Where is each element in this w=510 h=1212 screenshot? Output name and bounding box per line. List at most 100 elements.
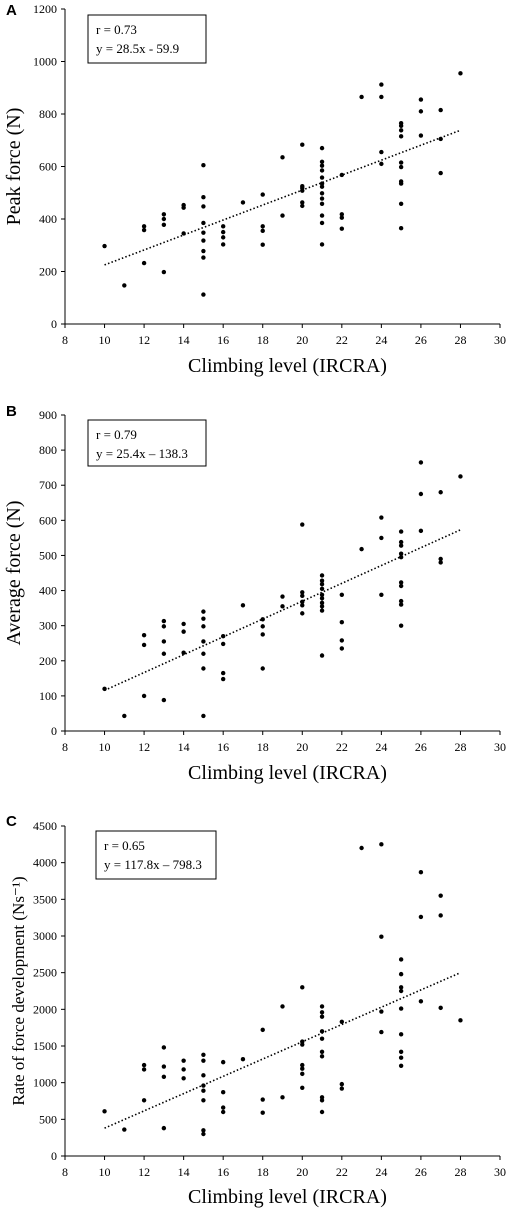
data-point: [379, 592, 384, 597]
data-point: [181, 1067, 186, 1072]
y-axis-title: Peak force (N): [3, 108, 25, 226]
data-point: [319, 1095, 325, 1100]
data-point: [379, 535, 384, 541]
data-point: [260, 632, 265, 637]
x-axis-title: Climbing level (IRCRA): [188, 762, 387, 784]
y-tick-label: 1500: [33, 1039, 57, 1053]
x-tick-label: 28: [454, 1165, 466, 1179]
x-tick-label: 20: [296, 740, 308, 754]
data-point: [102, 243, 107, 249]
data-point: [260, 1110, 265, 1115]
data-point: [220, 224, 226, 229]
data-point: [300, 1062, 305, 1068]
data-point: [161, 1074, 167, 1080]
data-point: [319, 1049, 325, 1055]
data-point: [102, 686, 107, 692]
annotation-equation: y = 117.8x – 798.3: [104, 857, 202, 872]
data-point: [300, 1039, 305, 1044]
x-tick-label: 14: [178, 740, 190, 754]
data-point: [319, 604, 325, 609]
data-point: [181, 202, 186, 208]
data-point: [438, 893, 443, 898]
x-tick-label: 30: [494, 1165, 506, 1179]
y-tick-label: 700: [39, 478, 57, 492]
panel-label: C: [6, 813, 17, 830]
data-point: [319, 573, 325, 578]
data-point: [398, 602, 404, 607]
data-point: [181, 1076, 186, 1081]
data-point: [161, 1045, 167, 1050]
data-point: [458, 474, 463, 479]
data-point: [300, 603, 305, 608]
data-point: [201, 1128, 206, 1133]
data-point: [418, 528, 424, 534]
data-point: [201, 162, 206, 168]
data-point: [398, 580, 404, 585]
data-point: [438, 1005, 443, 1011]
data-point: [141, 1098, 147, 1103]
data-point: [319, 1036, 325, 1041]
data-point: [339, 212, 345, 217]
y-tick-label: 3500: [33, 892, 57, 906]
data-point: [201, 609, 206, 614]
data-point: [339, 226, 345, 231]
data-point: [280, 155, 285, 160]
x-tick-label: 20: [296, 333, 308, 347]
data-point: [398, 1006, 404, 1011]
data-point: [201, 238, 206, 243]
data-point: [319, 159, 325, 164]
data-point: [220, 634, 226, 639]
data-point: [102, 1109, 107, 1114]
data-point: [280, 594, 285, 599]
data-point: [319, 184, 325, 189]
data-point: [161, 624, 167, 629]
data-point: [122, 713, 127, 719]
data-point: [319, 653, 325, 658]
data-point: [398, 134, 404, 139]
y-tick-label: 200: [39, 265, 57, 279]
data-point: [339, 638, 345, 643]
data-point: [319, 1004, 325, 1009]
data-point: [339, 1081, 345, 1087]
data-point: [379, 842, 384, 847]
x-tick-label: 12: [138, 740, 150, 754]
x-tick-label: 24: [375, 1165, 387, 1179]
data-point: [201, 666, 206, 671]
data-point: [398, 120, 404, 126]
data-point: [240, 1057, 246, 1062]
data-point: [438, 136, 443, 142]
data-point: [141, 227, 147, 233]
data-point: [201, 204, 206, 209]
data-point: [201, 1131, 206, 1137]
data-point: [398, 555, 404, 560]
chart-panel-b: B 0 100 200 300 400 500 600 700 800 900 8 10 12 14 16 18…: [3, 403, 506, 784]
data-point: [201, 651, 206, 656]
data-point: [260, 228, 265, 234]
panel-label: B: [6, 403, 17, 420]
data-point: [201, 639, 206, 644]
data-point: [398, 201, 404, 206]
data-point: [300, 1071, 305, 1077]
data-point: [181, 1058, 186, 1063]
data-point: [201, 220, 206, 226]
data-point: [339, 1086, 345, 1091]
data-point: [201, 195, 206, 200]
data-point: [220, 229, 226, 235]
x-axis-title: Climbing level (IRCRA): [188, 1186, 387, 1208]
data-point: [398, 1063, 404, 1069]
annotation-r: r = 0.79: [96, 427, 137, 442]
data-point: [418, 999, 424, 1004]
trend-line: [104, 129, 461, 266]
x-tick-label: 26: [415, 333, 427, 347]
x-tick-label: 10: [99, 333, 111, 347]
annotation-r: r = 0.65: [104, 838, 145, 853]
data-point: [398, 543, 404, 548]
data-point: [359, 845, 364, 851]
data-point: [141, 632, 147, 638]
data-point: [319, 201, 325, 206]
data-point: [201, 1088, 206, 1093]
x-tick-label: 8: [62, 333, 68, 347]
y-tick-label: 4500: [33, 819, 57, 833]
data-point: [339, 619, 345, 625]
data-point: [122, 1127, 127, 1132]
